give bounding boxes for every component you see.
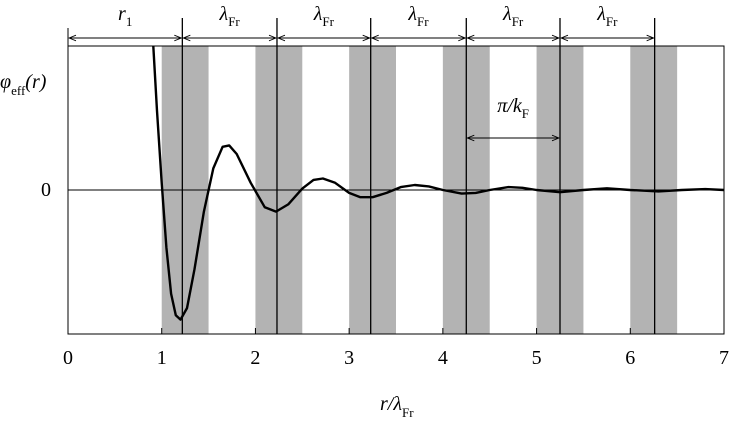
period-label: π/kF [497, 95, 529, 121]
spacing-label: λFr [502, 3, 524, 29]
x-tick-label: 6 [625, 347, 635, 369]
y-axis-label: φeff(r) [0, 71, 47, 98]
x-tick-label: 4 [438, 347, 448, 369]
y-tick-label: 0 [41, 179, 51, 201]
spacing-label: r1 [118, 3, 132, 29]
spacing-label: λFr [313, 3, 335, 29]
x-tick-label: 1 [157, 347, 167, 369]
spacing-label: λFr [596, 3, 618, 29]
x-tick-label: 0 [63, 347, 73, 369]
x-tick-label: 3 [344, 347, 354, 369]
curve [152, 45, 725, 321]
x-tick-label: 5 [532, 347, 542, 369]
spacing-label: λFr [407, 3, 429, 29]
x-tick-label: 7 [719, 347, 729, 369]
spacing-label: λFr [219, 3, 241, 29]
x-axis-label: r/λFr [380, 393, 414, 420]
x-tick-label: 2 [250, 347, 260, 369]
plot [152, 45, 725, 321]
